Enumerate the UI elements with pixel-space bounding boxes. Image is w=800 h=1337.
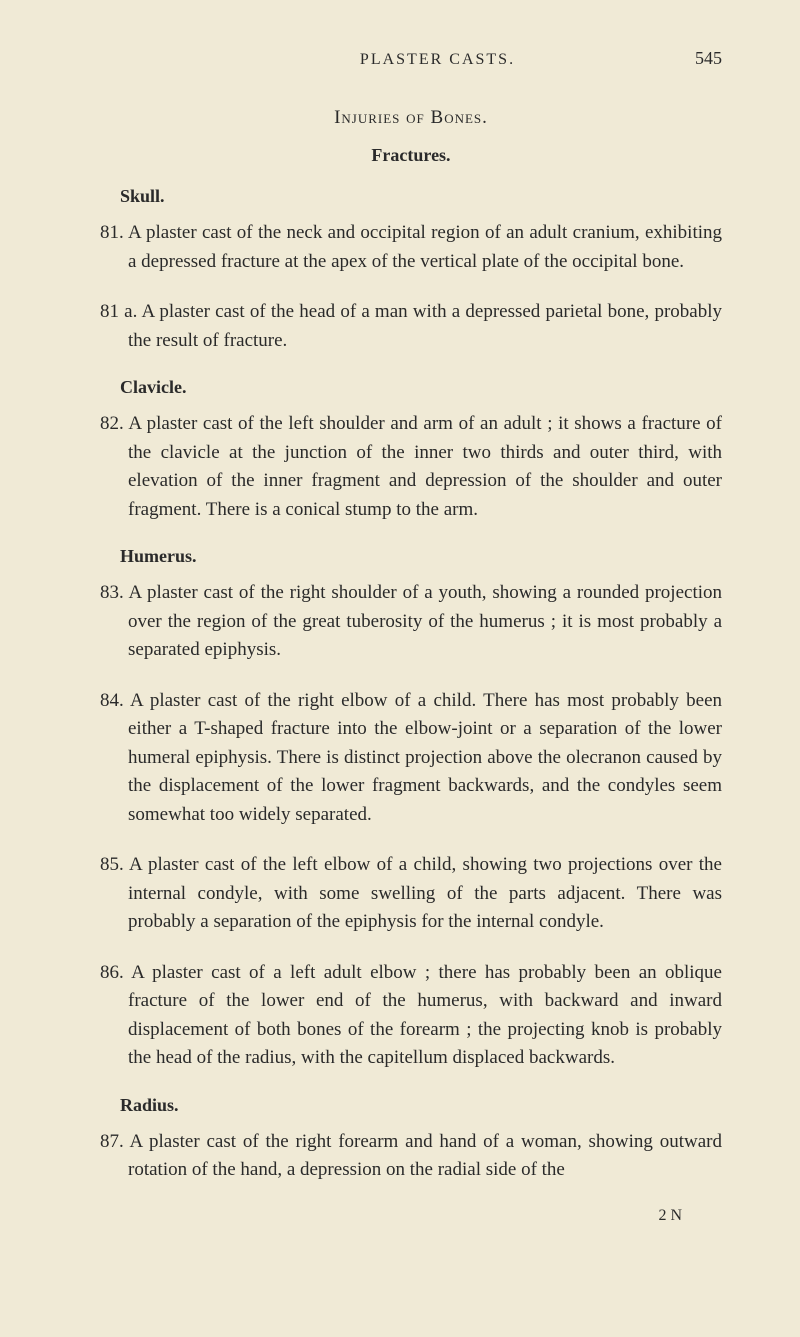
catalog-entry: 81. A plaster cast of the neck and occip… xyxy=(100,219,722,276)
catalog-entry: 83. A plaster cast of the right shoulder… xyxy=(100,579,722,665)
group-heading: Clavicle. xyxy=(100,377,722,398)
catalog-entry: 86. A plaster cast of a left adult elbow… xyxy=(100,959,722,1073)
entry-number: 83. xyxy=(100,582,129,603)
page-number: 545 xyxy=(695,48,722,69)
group-heading: Humerus. xyxy=(100,546,722,567)
catalog-entry: 84. A plaster cast of the right elbow of… xyxy=(100,687,722,830)
subsection-title: Fractures. xyxy=(100,145,722,166)
content-body: Skull. 81. A plaster cast of the neck and… xyxy=(100,186,722,1185)
entry-text: A plaster cast of the left shoulder and … xyxy=(128,413,722,520)
running-head: PLASTER CASTS. xyxy=(180,51,695,69)
entry-text: A plaster cast of the right shoulder of … xyxy=(128,582,722,660)
section-title: Injuries of Bones. xyxy=(100,107,722,129)
catalog-entry: 81 a. A plaster cast of the head of a ma… xyxy=(100,298,722,355)
entry-text: A plaster cast of the head of a man with… xyxy=(128,301,722,351)
entry-number: 87. xyxy=(100,1131,130,1152)
group-heading: Skull. xyxy=(100,186,722,207)
catalog-entry: 87. A plaster cast of the right forearm … xyxy=(100,1128,722,1185)
entry-number: 81. xyxy=(100,222,128,243)
entry-text: A plaster cast of the right elbow of a c… xyxy=(128,690,722,825)
catalog-entry: 82. A plaster cast of the left shoulder … xyxy=(100,410,722,524)
group-heading: Radius. xyxy=(100,1095,722,1116)
entry-number: 82. xyxy=(100,413,128,434)
page-header: PLASTER CASTS. 545 xyxy=(100,48,722,69)
entry-number: 86. xyxy=(100,962,131,983)
signature-mark: 2 N xyxy=(100,1207,722,1225)
entry-number: 81 a. xyxy=(100,301,142,322)
entry-text: A plaster cast of a left adult elbow ; t… xyxy=(128,962,722,1069)
entry-number: 84. xyxy=(100,690,130,711)
entry-text: A plaster cast of the right forearm and … xyxy=(128,1131,722,1181)
entry-text: A plaster cast of the left elbow of a ch… xyxy=(128,854,722,932)
catalog-entry: 85. A plaster cast of the left elbow of … xyxy=(100,851,722,937)
entry-text: A plaster cast of the neck and occipital… xyxy=(128,222,722,272)
entry-number: 85. xyxy=(100,854,129,875)
